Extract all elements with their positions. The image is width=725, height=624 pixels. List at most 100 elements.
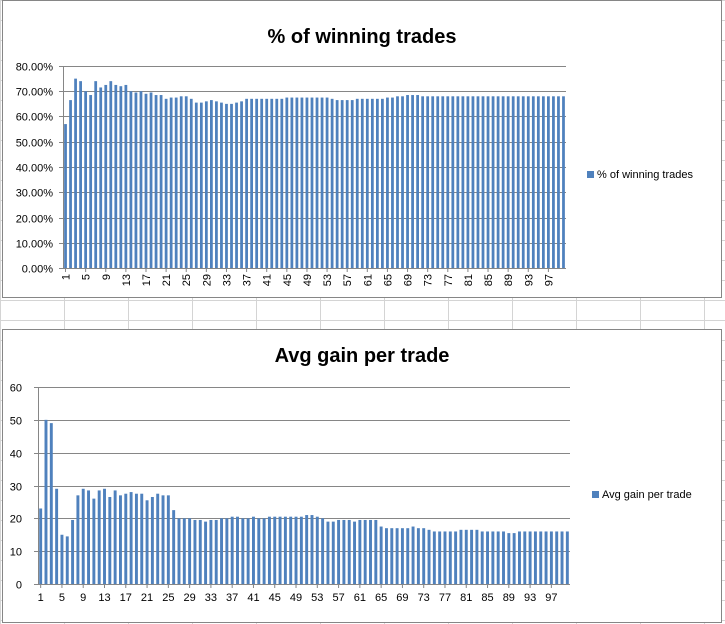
bar (300, 97, 304, 268)
bar (347, 519, 351, 584)
bar (547, 96, 550, 268)
bar (109, 81, 113, 269)
chart-title: Avg gain per trade (275, 345, 450, 367)
bar (436, 96, 440, 268)
bar (99, 87, 103, 269)
bar (225, 518, 229, 584)
bar (335, 100, 339, 268)
bar (480, 531, 484, 584)
bar (466, 96, 470, 268)
x-tick-label: 37 (242, 274, 254, 286)
y-tick-label: 50.00% (16, 138, 54, 150)
avg-gain-chart[interactable]: Avg gain per trade 0 10 20 30 40 50 60 1 5 9 13 17… (2, 329, 722, 623)
x-tick-label: 25 (162, 592, 174, 604)
bar (294, 516, 298, 584)
bar (262, 518, 266, 584)
bar (44, 419, 48, 584)
bar (198, 519, 202, 584)
bar (451, 96, 455, 268)
bar (315, 97, 319, 268)
bar (114, 84, 118, 268)
bar (501, 96, 505, 268)
y-tick-label: 10.00% (16, 239, 54, 251)
bar (76, 495, 80, 584)
x-tick-label: 41 (247, 592, 259, 604)
bar (426, 96, 430, 268)
bar (188, 518, 192, 584)
bar (240, 101, 243, 268)
x-tick-label: 45 (269, 592, 281, 604)
bar (145, 500, 149, 584)
legend-swatch (587, 171, 594, 178)
bar (401, 96, 404, 268)
bar (391, 97, 394, 268)
bar (119, 495, 122, 584)
x-tick-label: 61 (354, 592, 366, 604)
bar (179, 96, 183, 268)
bar (521, 96, 525, 268)
x-tick-label: 73 (418, 592, 430, 604)
x-tick-label: 9 (101, 274, 113, 280)
bar (549, 531, 553, 584)
x-tick-label: 1 (38, 592, 44, 604)
bar (64, 124, 67, 268)
bar (210, 100, 213, 268)
x-tick-label: 69 (403, 274, 415, 286)
x-tick-label: 9 (80, 592, 86, 604)
x-tick-label: 85 (483, 274, 495, 286)
x-tick-label: 81 (463, 274, 475, 286)
bar (321, 518, 325, 584)
bar (552, 96, 555, 268)
bar (331, 521, 335, 584)
bar (194, 102, 198, 268)
bar (385, 528, 388, 584)
bar (459, 529, 463, 584)
bar (71, 519, 75, 584)
bar (533, 531, 537, 584)
bar (365, 98, 369, 268)
bar (370, 98, 374, 268)
winning-trades-chart[interactable]: % of winning trades 0.00% 10.00% 20.00% 30.… (2, 0, 722, 298)
x-tick-label: 5 (59, 592, 65, 604)
bar (363, 519, 367, 584)
bar (400, 528, 404, 584)
bar (164, 98, 168, 268)
bar (74, 78, 77, 269)
bar (129, 91, 133, 268)
legend-label: % of winning trades (597, 169, 693, 181)
x-tick-label: 81 (460, 592, 472, 604)
bar (486, 96, 490, 268)
bar (108, 496, 112, 584)
bar (565, 531, 569, 584)
bar (278, 516, 282, 584)
bar (275, 98, 279, 268)
bar (390, 528, 394, 584)
bar (531, 96, 535, 268)
bar (305, 97, 309, 268)
bar (134, 493, 138, 584)
x-tick-label: 53 (322, 274, 334, 286)
bar (422, 528, 426, 584)
y-tick-label: 30 (10, 482, 22, 494)
x-tick-label: 77 (443, 274, 455, 286)
y-tick-label: 20.00% (16, 214, 54, 226)
bar (103, 488, 106, 584)
bar (340, 100, 344, 268)
bar (523, 531, 527, 584)
x-tick-label: 33 (205, 592, 217, 604)
bar (177, 518, 181, 584)
y-tick-label: 40 (10, 449, 22, 461)
bar (320, 97, 324, 268)
bar (486, 531, 490, 584)
bar (55, 488, 59, 584)
bar (438, 531, 442, 584)
bar (273, 516, 277, 584)
y-tick-label: 80.00% (16, 62, 54, 74)
y-tick-label: 50 (10, 416, 22, 428)
x-tick-label: 25 (181, 274, 193, 286)
bar (154, 95, 158, 268)
bar (94, 81, 98, 269)
bar (353, 521, 357, 584)
x-tick-label: 53 (311, 592, 323, 604)
bar (81, 488, 85, 584)
